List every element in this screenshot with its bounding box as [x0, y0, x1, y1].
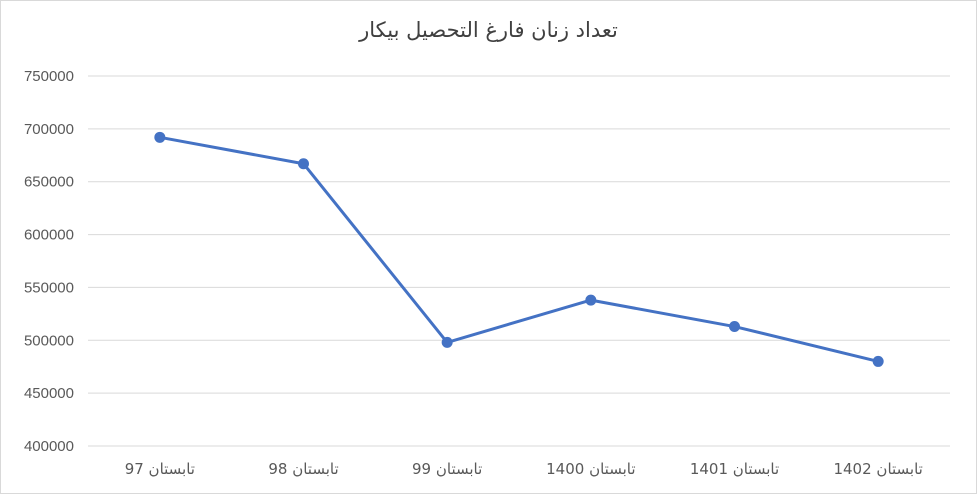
- data-point: [298, 158, 309, 170]
- series: [154, 131, 884, 367]
- y-tick-label: 450000: [24, 385, 74, 402]
- data-point: [441, 336, 453, 348]
- data-point: [872, 355, 884, 367]
- data-point: [585, 294, 597, 306]
- y-tick-label: 550000: [24, 279, 74, 296]
- x-axis-ticks: تابستان 97 تابستان 98 تابستان 99 تابستان 14…: [125, 460, 923, 478]
- y-tick-label: 750000: [24, 68, 74, 85]
- data-point: [154, 131, 166, 143]
- x-tick-label: تابستان 97: [125, 460, 195, 478]
- y-tick-label: 600000: [24, 227, 74, 244]
- x-tick-label: تابستان 1400: [546, 460, 635, 478]
- y-axis-ticks: 400000 450000 500000 550000 600000 650000 7000…: [24, 68, 74, 455]
- x-tick-label: تابستان 99: [412, 460, 482, 478]
- x-tick-label: تابستان 98: [268, 460, 338, 478]
- y-tick-label: 700000: [24, 121, 74, 138]
- x-tick-label: تابستان 1401: [690, 460, 779, 478]
- chart-title: تعداد زنان فارغ التحصیل بیکار: [359, 18, 618, 42]
- series-line: [159, 135, 879, 363]
- data-point: [729, 321, 740, 333]
- y-tick-label: 400000: [24, 438, 74, 455]
- y-tick-label: 650000: [24, 174, 74, 191]
- x-tick-label: تابستان 1402: [833, 460, 922, 478]
- gridlines: [88, 75, 950, 447]
- y-tick-label: 500000: [24, 332, 74, 349]
